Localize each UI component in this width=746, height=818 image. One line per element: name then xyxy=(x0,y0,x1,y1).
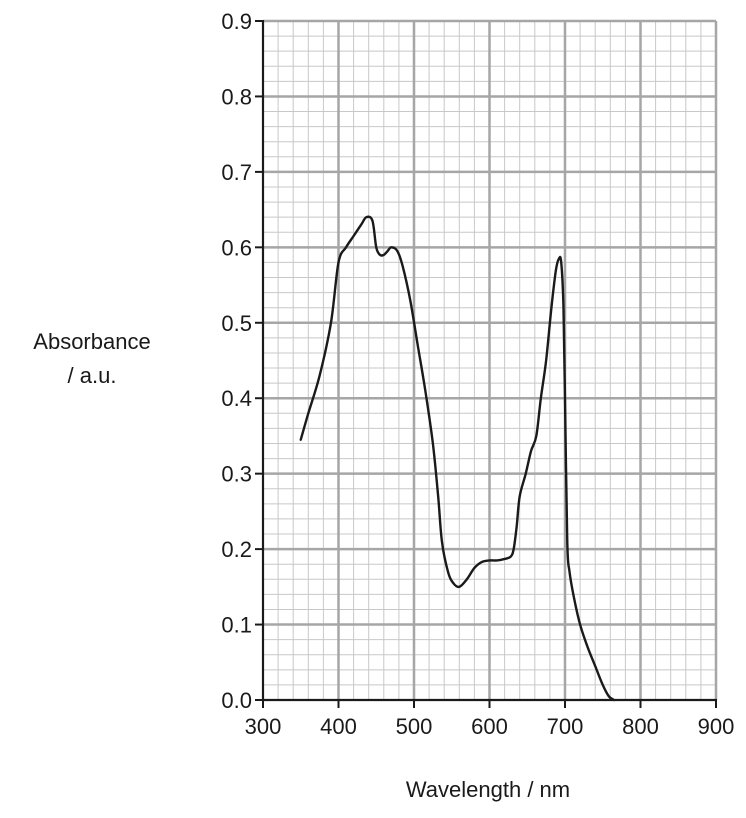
x-tick-label: 900 xyxy=(698,714,735,739)
x-tick-label: 800 xyxy=(622,714,659,739)
major-grid xyxy=(263,19,718,700)
axes xyxy=(255,20,717,708)
y-tick-labels: 0.0 0.1 0.2 0.3 0.4 0.5 0.6 0.7 0.8 0.9 xyxy=(221,9,252,713)
x-tick-label: 400 xyxy=(320,714,357,739)
y-tick-label: 0.6 xyxy=(221,235,252,260)
x-tick-label: 700 xyxy=(547,714,584,739)
x-tick-label: 600 xyxy=(471,714,508,739)
y-tick-label: 0.2 xyxy=(221,537,252,562)
y-tick-label: 0.9 xyxy=(221,9,252,34)
y-tick-label: 0.5 xyxy=(221,311,252,336)
y-tick-label: 0.4 xyxy=(221,386,252,411)
y-axis-label-line-1: Absorbance xyxy=(33,329,150,354)
y-tick-label: 0.0 xyxy=(221,688,252,713)
x-axis-label: Wavelength / nm xyxy=(406,777,570,802)
absorbance-curve xyxy=(299,215,616,702)
y-tick-label: 0.7 xyxy=(221,160,252,185)
y-tick-label: 0.1 xyxy=(221,613,252,638)
series-layer xyxy=(299,215,616,702)
x-tick-label: 500 xyxy=(396,714,433,739)
y-tick-label: 0.3 xyxy=(221,462,252,487)
x-tick-labels: 300 400 500 600 700 800 900 xyxy=(245,714,735,739)
x-tick-label: 300 xyxy=(245,714,282,739)
y-axis-label-line-2: / a.u. xyxy=(68,363,117,388)
y-tick-label: 0.8 xyxy=(221,84,252,109)
